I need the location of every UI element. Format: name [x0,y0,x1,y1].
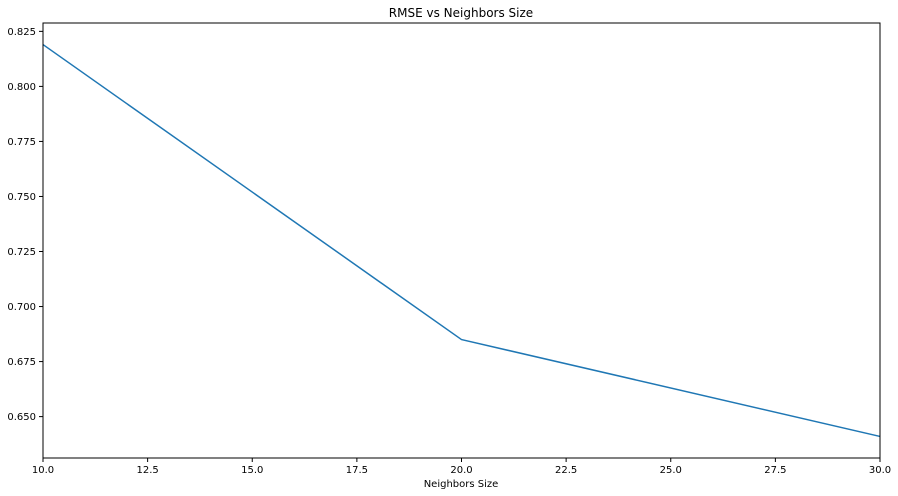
series-layer [42,43,881,438]
y-tick-label: 0.725 [7,247,36,258]
ticks-layer: 10.0 12.5 15.0 17.5 20.0 22.5 25.0 27.5 30.0 0.65… [7,27,891,476]
x-tick-label: 12.5 [136,465,158,476]
y-tick-label: 0.750 [7,192,36,203]
series-line-0 [42,43,881,438]
y-tick-label: 0.825 [7,27,36,38]
y-tick-label: 0.650 [7,412,36,423]
chart-title: RMSE vs Neighbors Size [389,6,533,20]
x-tick-label: 15.0 [241,465,263,476]
plot-frame [42,22,881,459]
y-tick-label: 0.675 [7,357,36,368]
x-tick-label: 22.5 [555,465,577,476]
y-tick-label: 0.800 [7,82,36,93]
y-tick-label: 0.775 [7,137,36,148]
x-tick-label: 30.0 [869,465,891,476]
x-tick-label: 27.5 [764,465,786,476]
x-tick-label: 10.0 [32,465,54,476]
x-tick-label: 25.0 [660,465,682,476]
x-axis-title: Neighbors Size [424,479,499,490]
y-tick-label: 0.700 [7,302,36,313]
x-tick-label: 17.5 [346,465,368,476]
x-tick-label: 20.0 [450,465,472,476]
